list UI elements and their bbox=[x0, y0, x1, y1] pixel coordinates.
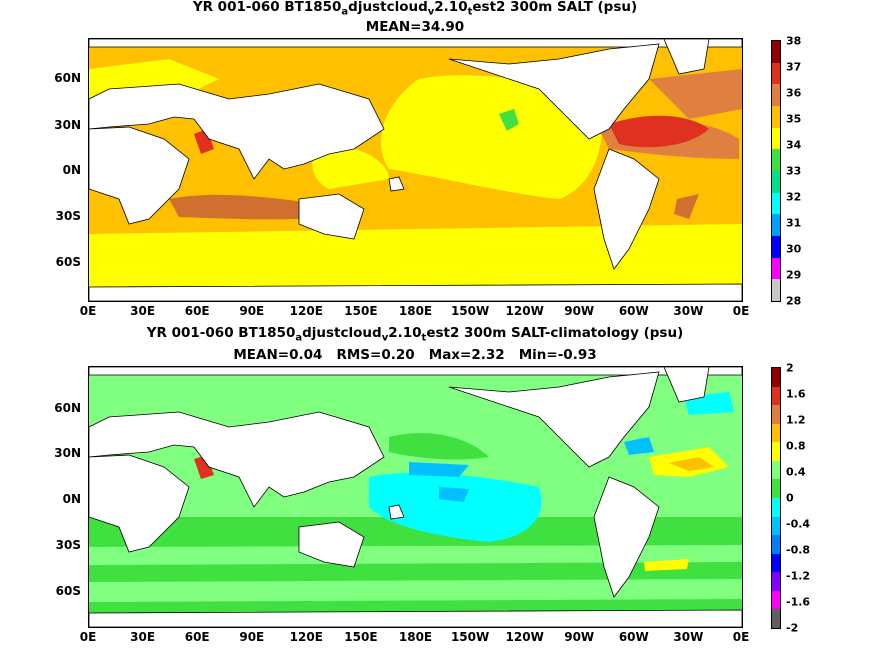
bottom-x-tick: 90E bbox=[239, 630, 265, 644]
colorbar-segment bbox=[772, 170, 780, 193]
bottom-subtitle: MEAN=0.04 RMS=0.20 Max=2.32 Min=-0.93 bbox=[233, 347, 597, 363]
colorbar-segment bbox=[772, 572, 780, 591]
colorbar-segment bbox=[772, 192, 780, 215]
bottom-x-tick: 90W bbox=[564, 630, 595, 644]
colorbar-label: -0.4 bbox=[786, 517, 811, 531]
bottom-x-tick: 150E bbox=[344, 630, 378, 644]
colorbar-label: 38 bbox=[786, 34, 802, 48]
colorbar-label: 35 bbox=[786, 112, 802, 126]
colorbar-segment bbox=[772, 405, 780, 424]
top-y-tick: 30S bbox=[55, 209, 81, 223]
colorbar-label: 0 bbox=[786, 491, 794, 505]
colorbar-segment bbox=[772, 609, 780, 628]
colorbar-label: 1.6 bbox=[786, 387, 806, 401]
bottom-x-tick: 30E bbox=[130, 630, 156, 644]
top-subtitle: MEAN=34.90 bbox=[365, 19, 465, 35]
bottom-x-tick: 120W bbox=[505, 630, 544, 644]
colorbar-segment bbox=[772, 84, 780, 106]
colorbar-segment bbox=[772, 368, 780, 387]
colorbar-segment bbox=[772, 386, 780, 406]
colorbar-segment bbox=[772, 460, 780, 480]
colorbar-segment bbox=[772, 590, 780, 610]
colorbar-label: -2 bbox=[786, 621, 799, 635]
colorbar-label: 30 bbox=[786, 242, 802, 256]
top-map bbox=[88, 38, 743, 302]
colorbar-label: 33 bbox=[786, 164, 802, 178]
bottom-x-tick: 0E bbox=[79, 630, 97, 644]
colorbar-segment bbox=[772, 62, 780, 85]
top-x-tick: 150E bbox=[344, 304, 378, 318]
bottom-x-tick: 180E bbox=[398, 630, 433, 644]
bottom-x-tick: 60W bbox=[618, 630, 649, 644]
bottom-y-tick: 60S bbox=[55, 584, 81, 598]
top-x-tick: 120E bbox=[289, 304, 323, 318]
colorbar-label: 34 bbox=[786, 138, 802, 152]
top-y-tick: 60S bbox=[55, 255, 81, 269]
colorbar-segment bbox=[772, 279, 780, 301]
bottom-x-tick: 30W bbox=[673, 630, 704, 644]
top-x-tick: 30E bbox=[130, 304, 156, 318]
colorbar-label: 37 bbox=[786, 60, 802, 74]
colorbar-segment bbox=[772, 497, 780, 517]
bottom-y-tick: 60N bbox=[54, 401, 81, 415]
top-x-tick: 180E bbox=[398, 304, 433, 318]
colorbar-label: 0.4 bbox=[786, 465, 806, 479]
top-x-tick: 90W bbox=[564, 304, 595, 318]
top-title: YR 001-060 BT1850adjustcloudv2.10test2 3… bbox=[192, 0, 638, 18]
colorbar-label: 1.2 bbox=[786, 413, 806, 427]
bottom-y-tick: 30S bbox=[55, 538, 81, 552]
colorbar-segment bbox=[772, 516, 780, 536]
top-x-tick: 60W bbox=[618, 304, 649, 318]
colorbar-segment bbox=[772, 235, 780, 258]
colorbar-label: 2 bbox=[786, 361, 794, 375]
bottom-x-tick: 60E bbox=[184, 630, 210, 644]
colorbar-label: -1.2 bbox=[786, 569, 811, 583]
colorbar-label: 36 bbox=[786, 86, 802, 100]
colorbar-label: 29 bbox=[786, 268, 802, 282]
colorbar-segment bbox=[772, 535, 780, 554]
colorbar-label: 28 bbox=[786, 294, 802, 308]
colorbar-segment bbox=[772, 214, 780, 236]
top-colorbar bbox=[771, 40, 781, 302]
bottom-x-tick: 120E bbox=[289, 630, 323, 644]
colorbar-label: 32 bbox=[786, 190, 802, 204]
bottom-y-tick: 30N bbox=[54, 446, 81, 460]
colorbar-segment bbox=[772, 127, 780, 150]
colorbar-segment bbox=[772, 423, 780, 443]
top-x-tick: 0E bbox=[79, 304, 97, 318]
colorbar-segment bbox=[772, 479, 780, 498]
colorbar-label: -0.8 bbox=[786, 543, 811, 557]
top-x-tick: 120W bbox=[505, 304, 544, 318]
colorbar-segment bbox=[772, 553, 780, 573]
top-y-tick: 0N bbox=[62, 163, 81, 177]
colorbar-segment bbox=[772, 257, 780, 280]
bottom-x-tick: 150W bbox=[450, 630, 490, 644]
top-x-tick: 150W bbox=[450, 304, 490, 318]
colorbar-label: 0.8 bbox=[786, 439, 806, 453]
bottom-title: YR 001-060 BT1850adjustcloudv2.10test2 3… bbox=[146, 325, 684, 344]
top-x-tick: 90E bbox=[239, 304, 265, 318]
bottom-colorbar bbox=[771, 367, 781, 629]
top-y-tick: 60N bbox=[54, 71, 81, 85]
bottom-x-tick: 0E bbox=[732, 630, 750, 644]
colorbar-segment bbox=[772, 41, 780, 63]
colorbar-label: 31 bbox=[786, 216, 802, 230]
top-y-tick: 30N bbox=[54, 118, 81, 132]
top-x-tick: 60E bbox=[184, 304, 210, 318]
top-x-tick: 0E bbox=[732, 304, 750, 318]
colorbar-segment bbox=[772, 149, 780, 171]
top-x-tick: 30W bbox=[673, 304, 704, 318]
bottom-map bbox=[88, 366, 743, 628]
colorbar-segment bbox=[772, 105, 780, 128]
colorbar-label: -1.6 bbox=[786, 595, 811, 609]
bottom-y-tick: 0N bbox=[62, 492, 81, 506]
colorbar-segment bbox=[772, 442, 780, 461]
